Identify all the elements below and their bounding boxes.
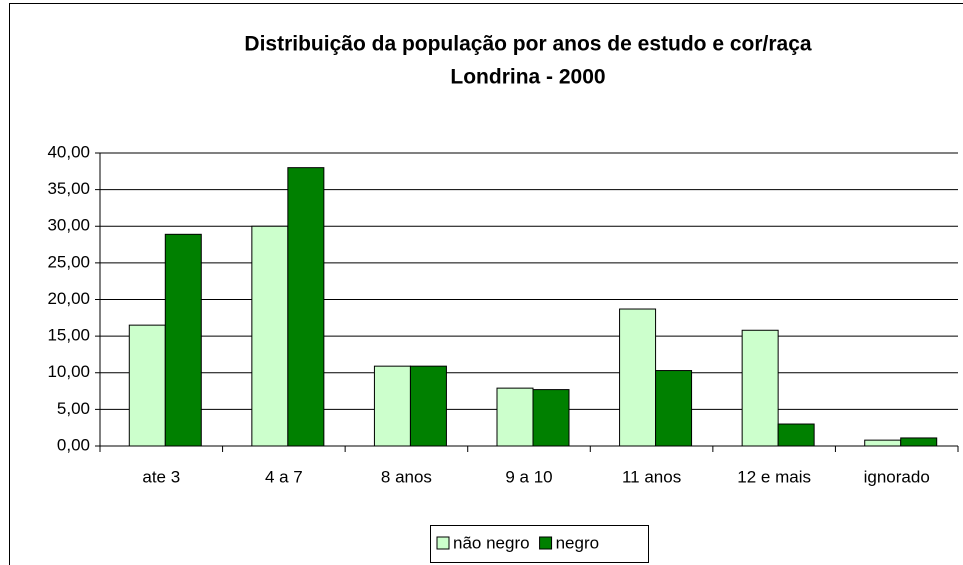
bar: [251, 225, 289, 447]
y-tick-label: 35,00: [47, 179, 90, 198]
bar: [864, 439, 902, 447]
bar: [164, 233, 202, 447]
bar: [900, 437, 938, 447]
y-tick-label: 30,00: [47, 216, 90, 235]
y-tick-label: 20,00: [47, 289, 90, 308]
y-tick-label: 10,00: [47, 362, 90, 381]
x-tick-label: 11 anos: [622, 467, 681, 486]
bar: [532, 389, 570, 447]
bar: [619, 308, 657, 447]
y-tick-label: 40,00: [47, 142, 90, 161]
x-tick-label: ate 3: [142, 467, 180, 486]
legend-swatch: [436, 536, 450, 550]
bar: [128, 324, 166, 447]
y-tick-label: 15,00: [47, 326, 90, 345]
bar: [496, 387, 534, 447]
bar: [409, 365, 447, 447]
chart-subtitle: Londrina - 2000: [450, 66, 605, 89]
x-tick-label: 9 a 10: [505, 467, 552, 486]
bar: [373, 365, 411, 447]
chart-title: Distribuição da população por anos de es…: [244, 33, 811, 56]
y-tick-label: 25,00: [47, 252, 90, 271]
legend-label: negro: [556, 533, 599, 552]
y-tick-label: 5,00: [57, 399, 90, 418]
legend-swatch: [539, 536, 553, 550]
bar: [741, 329, 779, 447]
y-tick-label: 0,00: [57, 435, 90, 454]
bar: [777, 423, 815, 447]
bar: [287, 167, 325, 447]
x-tick-label: ignorado: [864, 467, 930, 486]
x-tick-label: 8 anos: [381, 467, 432, 486]
x-tick-label: 4 a 7: [265, 467, 303, 486]
x-tick-label: 12 e mais: [737, 467, 811, 486]
bar: [655, 370, 693, 447]
chart-border: [9, 3, 963, 565]
legend-label: não negro: [453, 533, 530, 552]
